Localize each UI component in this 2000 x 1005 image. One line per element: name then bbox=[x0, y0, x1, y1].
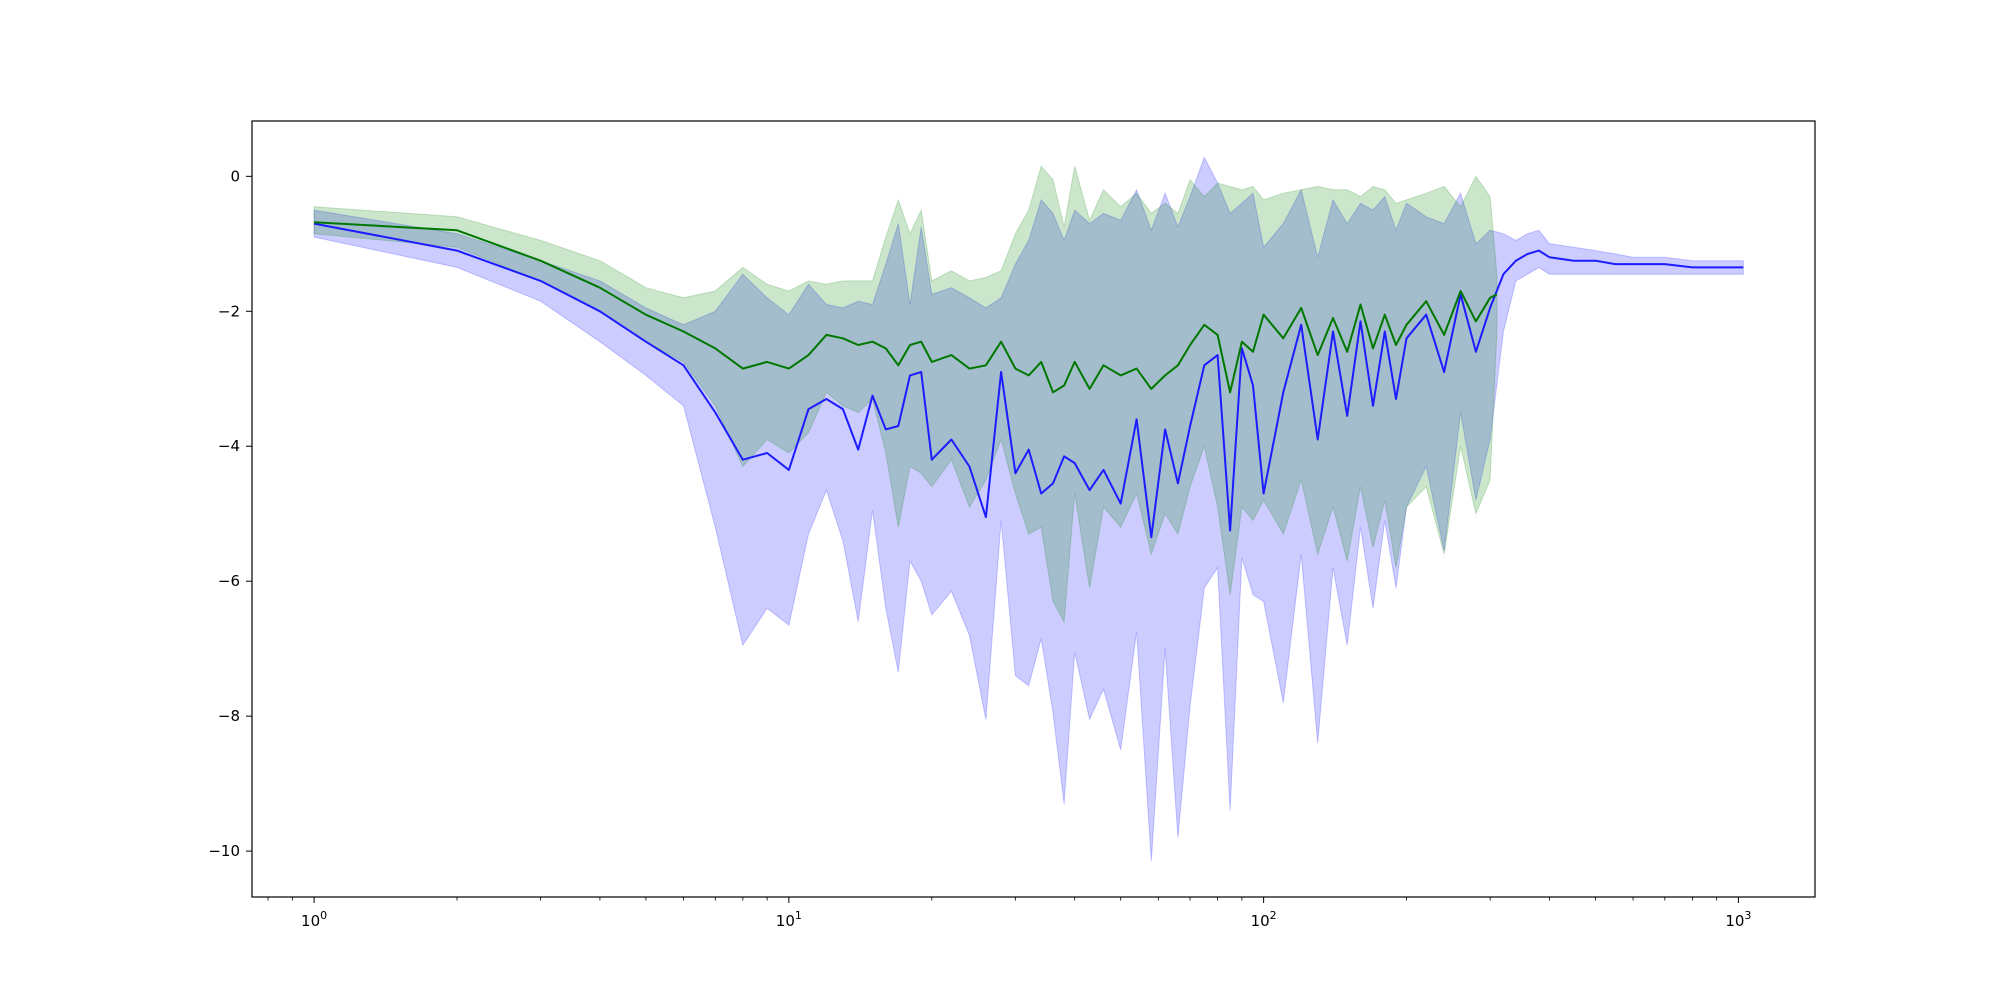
y-axis: 0 −2 −4 −6 −8 −10 bbox=[208, 167, 252, 860]
series-1-line bbox=[314, 221, 1498, 394]
y-tick-label: 0 bbox=[230, 167, 240, 185]
x-tick-label: 102 bbox=[1251, 909, 1277, 930]
y-tick-label: −8 bbox=[218, 707, 240, 725]
plot-area-frame bbox=[251, 120, 1816, 898]
y-tick-label: −6 bbox=[218, 572, 240, 590]
x-tick-label: 103 bbox=[1725, 909, 1751, 930]
series-0-line bbox=[313, 222, 1744, 539]
series-lines bbox=[313, 221, 1744, 539]
y-tick-label: −2 bbox=[218, 302, 240, 320]
y-tick-label: −4 bbox=[218, 437, 240, 455]
x-axis: 100 101 102 103 bbox=[267, 897, 1751, 930]
y-tick-label: −10 bbox=[208, 842, 240, 860]
x-tick-label: 100 bbox=[301, 909, 327, 930]
x-tick-label: 101 bbox=[776, 909, 802, 930]
